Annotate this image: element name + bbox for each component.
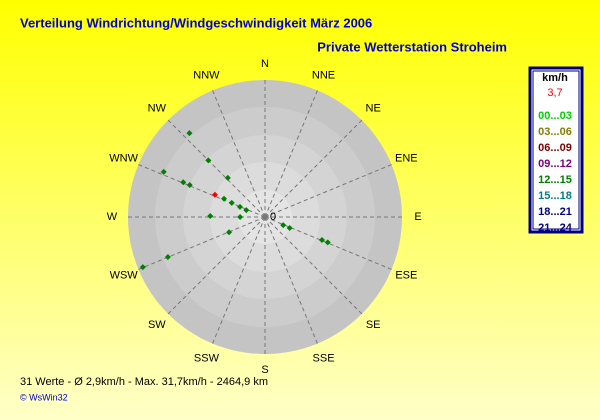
direction-line — [212, 90, 266, 218]
direction-label: SE — [366, 319, 381, 331]
legend-entry: 06...09 — [538, 142, 572, 154]
direction-label: NW — [148, 103, 167, 115]
direction-line — [138, 164, 266, 218]
legend-entry: 03...06 — [538, 126, 572, 138]
direction-line — [138, 216, 266, 270]
direction-line — [167, 216, 266, 315]
point — [221, 195, 228, 202]
legend-entry: 09...12 — [538, 158, 572, 170]
chart-title: Verteilung Windrichtung/Windgeschwindigk… — [20, 15, 372, 30]
direction-line — [264, 119, 363, 218]
direction-line — [264, 216, 392, 270]
point — [180, 179, 187, 186]
direction-label: S — [261, 364, 268, 376]
direction-line — [167, 119, 266, 218]
chart-subtitle: Private Wetterstation Stroheim — [317, 39, 507, 54]
copyright: © WsWin32 — [20, 392, 68, 402]
direction-label: N — [261, 58, 269, 70]
point — [324, 239, 331, 246]
point — [243, 207, 250, 214]
center-label: 0 — [270, 211, 276, 223]
point — [207, 213, 214, 220]
point — [186, 182, 193, 189]
direction-label: ESE — [395, 269, 417, 281]
point — [236, 203, 243, 210]
point — [228, 199, 235, 206]
legend-entry: 15...18 — [538, 190, 572, 202]
direction-line — [264, 216, 318, 344]
legend-title: km/h — [542, 72, 568, 84]
point — [318, 237, 325, 244]
legend-average: 3,7 — [547, 87, 562, 99]
direction-line — [212, 216, 266, 344]
direction-label: W — [107, 211, 118, 223]
direction-label: E — [414, 211, 421, 223]
point — [205, 157, 212, 164]
direction-line — [264, 216, 363, 315]
direction-line — [264, 164, 392, 218]
point — [224, 174, 231, 181]
direction-label: NE — [366, 103, 381, 115]
direction-label: ENE — [395, 152, 418, 164]
direction-label: SSW — [194, 352, 220, 364]
point — [226, 229, 233, 236]
point — [211, 191, 218, 198]
direction-label: SW — [148, 319, 166, 331]
legend-entry: 18...21 — [538, 206, 572, 218]
legend-entry: 21...24 — [538, 222, 573, 234]
point — [139, 264, 146, 271]
legend-box-inner — [532, 70, 580, 230]
direction-label: WSW — [110, 269, 139, 281]
point — [186, 130, 193, 137]
point — [164, 254, 171, 261]
direction-label: SSE — [313, 352, 335, 364]
direction-label: NNE — [312, 70, 335, 82]
legend-entry: 00...03 — [538, 110, 572, 122]
direction-label: WNW — [109, 152, 138, 164]
point — [280, 222, 287, 229]
point — [237, 214, 244, 220]
point — [286, 224, 293, 231]
direction-line — [264, 90, 318, 218]
legend-box — [528, 66, 584, 234]
footer: 31 Werte - Ø 2,9km/h - Max. 31,7km/h - 2… — [20, 376, 268, 388]
point — [160, 168, 167, 175]
direction-label: NNW — [193, 70, 220, 82]
legend-entry: 12...15 — [538, 174, 572, 186]
